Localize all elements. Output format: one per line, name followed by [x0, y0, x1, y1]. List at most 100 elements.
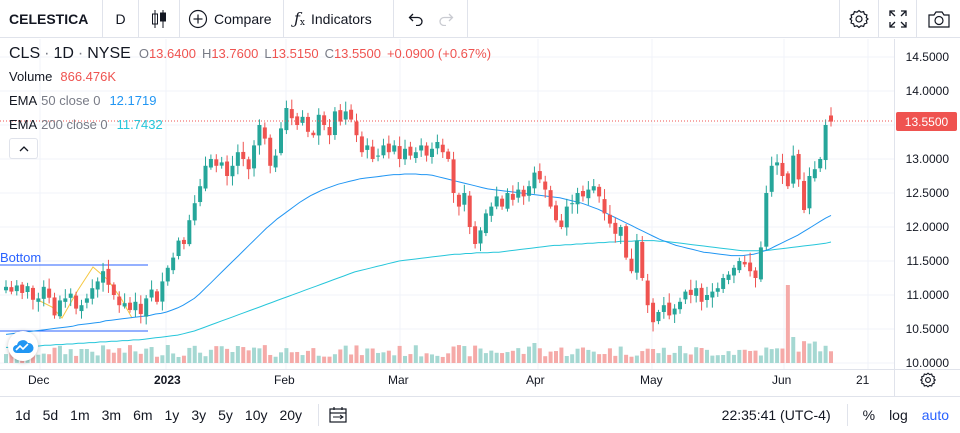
compare-button[interactable]: Compare	[180, 0, 284, 38]
gear-icon	[849, 9, 869, 29]
candle	[791, 145, 796, 188]
low-key: L	[264, 46, 272, 61]
candle	[543, 175, 548, 198]
open-key: O	[138, 46, 149, 61]
candle	[688, 279, 693, 304]
candle	[678, 297, 683, 314]
range-button-5d[interactable]: 5d	[42, 406, 59, 423]
candle	[467, 191, 472, 235]
tradingview-logo[interactable]	[8, 331, 38, 361]
candle	[715, 282, 720, 297]
volume-bar	[548, 351, 553, 363]
time-axis-label: 21	[856, 373, 870, 387]
volume-study-row[interactable]: Volume 866.476K	[9, 64, 491, 88]
candle	[305, 112, 310, 138]
candle	[527, 180, 532, 202]
candle	[570, 194, 575, 214]
undo-icon[interactable]	[408, 12, 424, 26]
compare-label: Compare	[214, 10, 272, 27]
range-button-6m[interactable]: 6m	[133, 406, 153, 423]
candle	[419, 138, 424, 157]
range-button-1y[interactable]: 1y	[164, 406, 180, 423]
volume-bar	[41, 353, 46, 363]
volume-bar	[640, 351, 645, 363]
volume-bar	[812, 341, 817, 363]
volume-bar	[187, 347, 192, 363]
candle	[84, 293, 89, 309]
candle	[9, 280, 14, 295]
high-key: H	[201, 46, 212, 61]
volume-bar	[537, 348, 542, 363]
candle	[198, 178, 203, 207]
candle	[451, 151, 456, 203]
snapshot-button[interactable]	[916, 0, 960, 38]
range-button-5y[interactable]: 5y	[218, 406, 233, 423]
volume-bar	[57, 345, 62, 363]
ema50-study-row[interactable]: EMA 50 close 0 12.1719	[9, 88, 491, 112]
axis-settings-gear-icon[interactable]	[920, 372, 936, 388]
time-axis-label: Mar	[388, 373, 409, 387]
volume-bar	[381, 352, 386, 363]
change-value: +0.0900 (+0.67%)	[386, 46, 492, 61]
close-key: C	[324, 46, 334, 61]
volume-bar	[613, 355, 618, 363]
candle	[489, 202, 494, 222]
volume-bar	[332, 354, 337, 363]
volume-bar	[181, 355, 186, 363]
candle	[645, 273, 650, 314]
volume-bar	[532, 343, 537, 363]
volume-bar	[295, 351, 300, 363]
legend-collapse-button[interactable]	[9, 138, 38, 159]
symbol-ohlc-row: CLS · 1D · NYSE O 13.6400 H 13.7600 L 13.51…	[9, 46, 491, 64]
auto-scale-button[interactable]: auto	[921, 406, 949, 423]
volume-bar	[478, 348, 483, 363]
range-button-3m[interactable]: 3m	[101, 406, 122, 423]
candle	[483, 209, 488, 237]
range-button-10y[interactable]: 10y	[244, 406, 268, 423]
volume-bar	[252, 347, 257, 363]
range-button-3y[interactable]: 3y	[191, 406, 207, 423]
candle	[753, 267, 758, 288]
candle	[775, 154, 780, 175]
candle	[47, 278, 52, 304]
range-button-1d[interactable]: 1d	[15, 406, 31, 423]
clock-display[interactable]: 22:35:41 (UTC-4)	[722, 403, 848, 426]
price-axis-label: 10.5000	[905, 322, 949, 336]
percent-scale-button[interactable]: %	[862, 406, 876, 423]
date-range-calendar-icon[interactable]	[329, 406, 347, 423]
range-button-1m[interactable]: 1m	[70, 406, 90, 423]
interval-button[interactable]: D	[103, 0, 139, 38]
candle	[257, 119, 262, 155]
candle	[597, 184, 602, 203]
volume-bar	[203, 356, 208, 363]
ema200-study-row[interactable]: EMA 200 close 0 11.7432	[9, 112, 491, 136]
candle	[252, 140, 257, 177]
candle	[575, 187, 580, 214]
candle	[634, 233, 639, 280]
volume-bar	[580, 347, 585, 363]
log-scale-button[interactable]: log	[889, 406, 908, 423]
volume-bar	[171, 353, 176, 363]
volume-bar	[678, 345, 683, 363]
candle	[230, 155, 235, 186]
volume-bar	[133, 351, 138, 363]
candle	[365, 138, 370, 159]
candle	[149, 280, 154, 302]
candle	[214, 154, 219, 173]
redo-icon[interactable]	[438, 12, 454, 26]
volume-bar	[667, 354, 672, 363]
range-button-20y[interactable]: 20y	[279, 406, 303, 423]
low-value: 13.5150	[271, 46, 319, 61]
price-axis-label: 14.5000	[905, 50, 949, 64]
candle	[661, 296, 666, 319]
settings-button[interactable]	[840, 0, 878, 38]
volume-bar	[829, 351, 833, 363]
volume-bar	[52, 347, 57, 363]
volume-bar	[327, 356, 332, 363]
fullscreen-button[interactable]	[878, 0, 916, 38]
symbol-search-button[interactable]: CELESTICA	[0, 0, 103, 38]
chart-type-button[interactable]	[139, 0, 180, 38]
